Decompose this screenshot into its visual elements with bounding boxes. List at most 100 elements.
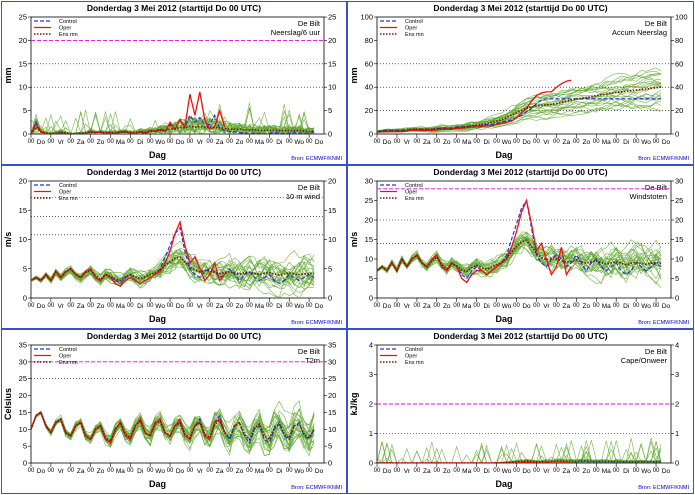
y-tick-label-left: 3 [369, 370, 373, 379]
x-hour-label: 00 [246, 303, 253, 309]
variable-label: Windstoten [629, 192, 667, 201]
ensemble-member-line [377, 73, 662, 132]
x-hour-label: 00 [453, 139, 460, 145]
y-tick-label-left: 25 [365, 196, 373, 205]
y-tick-label-left: 0 [369, 130, 373, 139]
x-hour-label: 00 [433, 303, 440, 309]
x-day-label: Wo [155, 468, 165, 475]
x-day-label: Di [484, 303, 490, 310]
x-hour-label: 00 [266, 468, 273, 474]
x-hour-label: 00 [206, 468, 213, 474]
x-day-label: Za [563, 139, 571, 146]
x-day-label: Do [662, 468, 671, 475]
y-tick-label-right: 10 [328, 235, 336, 244]
y-tick-label-right: 80 [675, 36, 683, 45]
y-tick-label-right: 0 [675, 294, 679, 303]
variable-label: Cape/Onweer [621, 356, 668, 365]
x-day-label: Ma [602, 303, 611, 310]
series-line-ens-mn [31, 411, 315, 443]
x-hour-label: 00 [533, 139, 540, 145]
source-label: Bron: ECMWF/KNMI [291, 320, 342, 326]
x-hour-label: 00 [226, 303, 233, 309]
x-day-label: Wo [502, 139, 512, 146]
x-hour-label: 00 [513, 139, 520, 145]
x-axis-label: Dag [149, 150, 166, 160]
x-hour-label: 00 [593, 303, 600, 309]
x-day-label: Di [484, 139, 490, 146]
x-hour-label: 00 [633, 468, 640, 474]
x-day-label: Ma [462, 303, 471, 310]
y-tick-label-left: 25 [19, 374, 27, 383]
legend-label: Oper [405, 354, 417, 360]
y-tick-label-right: 20 [328, 391, 336, 400]
x-day-label: Do [176, 303, 185, 310]
x-day-label: Ma [116, 139, 125, 146]
ensemble-member-line [377, 232, 662, 284]
x-hour-label: 00 [613, 303, 620, 309]
x-hour-label: 00 [613, 468, 620, 474]
y-tick-label-left: 20 [365, 106, 373, 115]
source-label: Bron: ECMWF/KNMI [638, 156, 689, 162]
ensemble-member-line [377, 82, 662, 133]
x-hour-label: 00 [593, 139, 600, 145]
y-tick-label-right: 5 [328, 442, 332, 451]
panel-accumulated-precipitation: Donderdag 3 Mei 2012 (starttijd Do 00 UT… [347, 1, 694, 165]
x-hour-label: 00 [573, 303, 580, 309]
source-label: Bron: ECMWF/KNMI [291, 156, 342, 162]
x-hour-label: 00 [374, 303, 381, 309]
variable-label: Neerslag/6 uur [271, 28, 321, 37]
x-hour-label: 00 [553, 468, 560, 474]
x-axis-label: Dag [495, 314, 512, 324]
x-day-label: Ma [116, 303, 125, 310]
x-day-label: Ma [602, 139, 611, 146]
x-day-label: Wo [502, 303, 512, 310]
y-tick-label-right: 0 [328, 294, 332, 303]
x-day-label: Zo [236, 303, 244, 310]
y-tick-label-left: 5 [369, 274, 373, 283]
x-hour-label: 00 [573, 468, 580, 474]
y-tick-label-right: 10 [675, 255, 683, 264]
chart-svg: Donderdag 3 Mei 2012 (starttijd Do 00 UT… [3, 3, 342, 162]
x-hour-label: 00 [394, 139, 401, 145]
legend-label: Control [59, 19, 77, 25]
x-hour-label: 00 [206, 139, 213, 145]
x-day-label: Zo [236, 139, 244, 146]
x-day-label: Za [563, 468, 571, 475]
x-hour-label: 00 [613, 139, 620, 145]
x-day-label: Wo [641, 303, 651, 310]
x-hour-label: 00 [573, 139, 580, 145]
x-day-label: Do [315, 303, 324, 310]
y-tick-label-left: 0 [23, 294, 27, 303]
x-day-label: Wo [294, 468, 304, 475]
x-day-label: Ma [462, 139, 471, 146]
x-day-label: Zo [97, 468, 105, 475]
x-day-label: Zo [443, 303, 451, 310]
x-day-label: Za [77, 468, 85, 475]
y-tick-label-right: 5 [328, 264, 332, 273]
chart-svg: Donderdag 3 Mei 2012 (starttijd Do 00 UT… [349, 3, 689, 162]
ensemble-member-line [377, 440, 662, 463]
x-hour-label: 00 [48, 303, 55, 309]
x-hour-label: 00 [28, 468, 35, 474]
x-hour-label: 00 [306, 468, 313, 474]
x-hour-label: 00 [226, 468, 233, 474]
x-hour-label: 00 [286, 468, 293, 474]
x-day-label: Do [383, 468, 392, 475]
chart-title: Donderdag 3 Mei 2012 (starttijd Do 00 UT… [87, 3, 261, 13]
y-tick-label-left: 25 [19, 13, 27, 22]
x-day-label: Zo [582, 468, 590, 475]
x-axis-label: Dag [149, 314, 166, 324]
x-hour-label: 00 [553, 139, 560, 145]
x-hour-label: 00 [473, 303, 480, 309]
ensemble-member-line [377, 82, 662, 132]
x-day-label: Ma [116, 468, 125, 475]
x-day-label: Di [137, 303, 143, 310]
series-line-ens-mn [31, 256, 315, 282]
x-hour-label: 00 [107, 468, 114, 474]
variable-label: Accum Neerslag [612, 28, 667, 37]
y-tick-label-right: 0 [328, 130, 332, 139]
y-tick-label-right: 0 [675, 459, 679, 468]
x-day-label: Do [315, 139, 324, 146]
x-hour-label: 00 [127, 303, 134, 309]
y-tick-label-left: 40 [365, 83, 373, 92]
